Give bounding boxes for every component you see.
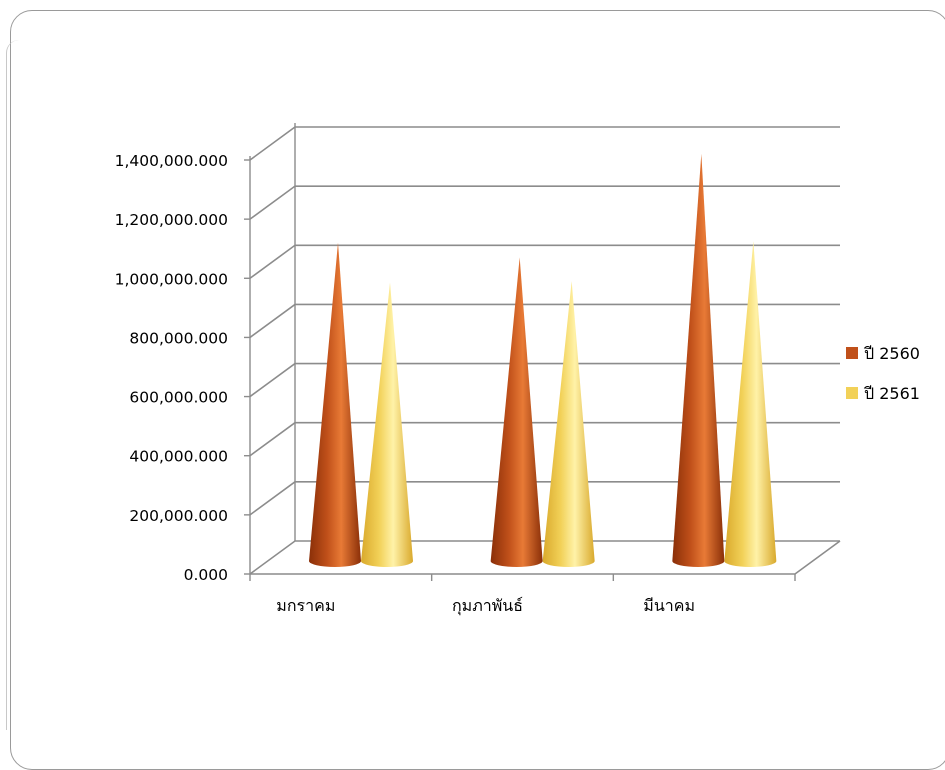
y-axis-line [249, 123, 296, 574]
legend-swatch [846, 347, 858, 359]
chart-cones [309, 153, 777, 568]
y-tick-label: 200,000.000 [129, 507, 228, 525]
y-tick-label: 1,400,000.000 [115, 152, 228, 170]
x-category-label: มีนาคม [643, 596, 695, 615]
cone-ปี 2561-มีนาคม [724, 241, 777, 567]
y-tick-label: 1,000,000.000 [115, 270, 228, 288]
y-tick-label: 600,000.000 [129, 389, 228, 407]
legend-label: ปี 2560 [864, 344, 920, 363]
gridline [249, 126, 840, 161]
cone-ปี 2561-กุมภาพันธ์ [542, 281, 595, 567]
y-tick-label: 0.000 [184, 566, 228, 584]
cone-ปี 2560-มีนาคม [672, 153, 725, 567]
y-axis-tick-labels: 0.000 200,000.000 400,000.000 600,000.000 80… [115, 152, 228, 584]
legend-swatch [846, 387, 858, 399]
chart-grid [244, 123, 841, 581]
gridline [249, 185, 840, 220]
legend-label: ปี 2561 [864, 384, 920, 403]
y-tick-label: 1,200,000.000 [115, 211, 228, 229]
x-category-label: มกราคม [276, 596, 335, 615]
y-tick-label: 800,000.000 [129, 329, 228, 347]
chart-legend: ปี 2560 ปี 2561 [846, 344, 920, 403]
y-tick-label: 400,000.000 [129, 448, 228, 466]
slide-frame-shadow [6, 40, 19, 730]
cone-ปี 2561-มกราคม [361, 282, 413, 567]
x-category-label: กุมภาพันธ์ [452, 596, 523, 616]
cone-bar-chart: 0.000 200,000.000 400,000.000 600,000.000 80… [115, 123, 920, 616]
x-axis-category-labels: มกราคม กุมภาพันธ์ มีนาคม [276, 596, 695, 616]
cone-ปี 2560-กุมภาพันธ์ [490, 257, 543, 568]
cone-ปี 2560-มกราคม [309, 242, 361, 567]
